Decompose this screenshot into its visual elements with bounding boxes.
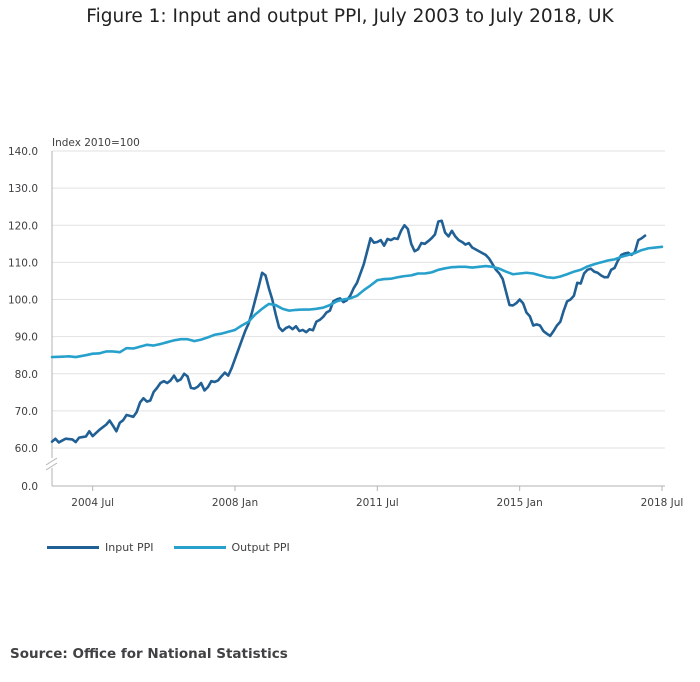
legend-swatch-input-ppi <box>47 546 99 549</box>
x-tick-label: 2015 Jan <box>497 497 543 509</box>
legend-swatch-output-ppi <box>173 546 226 549</box>
x-tick-label: 2008 Jan <box>212 497 258 509</box>
series-line-output-ppi <box>50 245 664 359</box>
chart-title: Figure 1: Input and output PPI, July 200… <box>86 6 614 27</box>
legend-item-input-ppi[interactable]: Input PPI <box>47 541 154 554</box>
chart-gridlines <box>51 150 665 487</box>
y-axis-label: Index 2010=100 <box>52 137 140 149</box>
axis-break-line <box>45 462 58 471</box>
y-tick-label: 140.0 <box>8 146 38 158</box>
chart-legend: Input PPI Output PPI <box>47 541 290 554</box>
y-axis-break-marker <box>44 457 60 471</box>
legend-label-output-ppi: Output PPI <box>231 541 290 554</box>
series-lines <box>50 219 664 444</box>
x-tick-label: 2004 Jul <box>71 497 114 509</box>
y-tick-label: 0.0 <box>21 481 38 493</box>
y-tick-label: 90.0 <box>15 332 38 344</box>
series-line-input-ppi <box>50 219 647 444</box>
x-tick-label: 2018 Jul <box>641 497 684 509</box>
y-tick-label: 130.0 <box>8 183 38 195</box>
source-note: Source: Office for National Statistics <box>10 646 288 662</box>
y-axis-ticks: 0.0 60.0 70.0 80.0 90.0 100.0 110.0 120.0 130.0 1… <box>8 146 38 493</box>
axis-break-line <box>45 457 58 466</box>
y-tick-label: 120.0 <box>8 220 38 232</box>
y-tick-label: 60.0 <box>15 443 38 455</box>
axis-break-gap <box>44 458 60 468</box>
y-tick-label: 110.0 <box>8 257 38 269</box>
x-axis-ticks: 2004 Jul 2008 Jan 2011 Jul 2015 Jan 2018 Jul <box>71 486 683 509</box>
legend-item-output-ppi[interactable]: Output PPI <box>173 541 290 554</box>
y-tick-label: 100.0 <box>8 295 38 307</box>
y-tick-label: 70.0 <box>15 406 38 418</box>
legend-label-input-ppi: Input PPI <box>105 541 154 554</box>
x-tick-label: 2011 Jul <box>356 497 399 509</box>
y-tick-label: 80.0 <box>15 369 38 381</box>
